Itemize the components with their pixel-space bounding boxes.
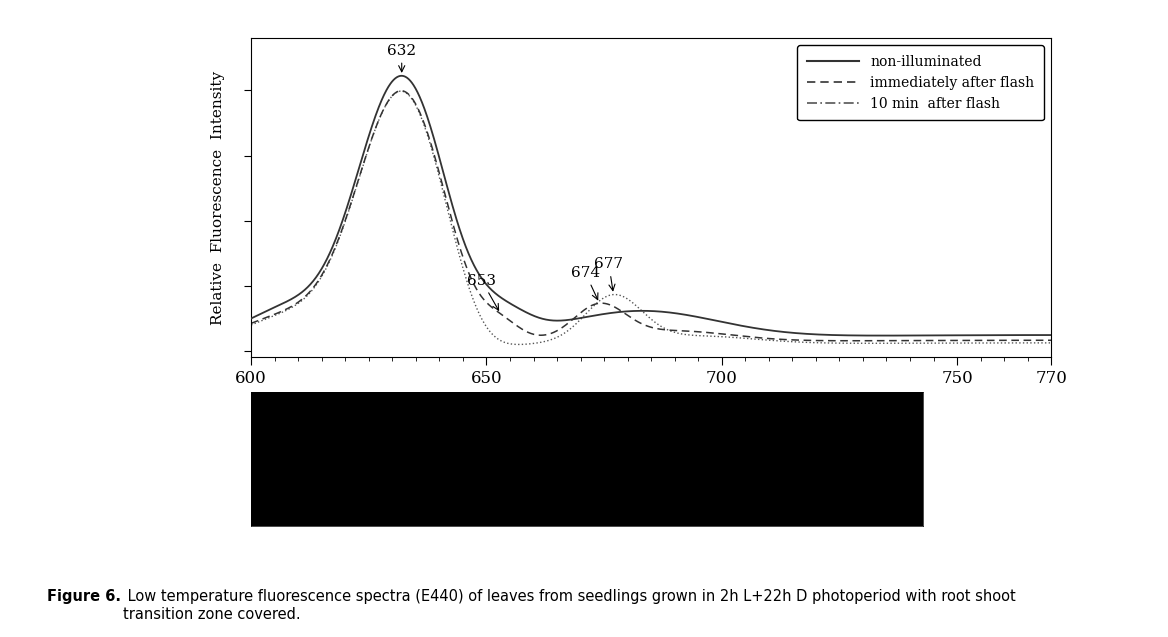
Text: 632: 632 <box>387 43 416 72</box>
Text: Low temperature fluorescence spectra (E440) of leaves from seedlings grown in 2h: Low temperature fluorescence spectra (E4… <box>123 589 1015 622</box>
Legend: non-illuminated, immediately after flash, 10 min  after flash: non-illuminated, immediately after flash… <box>797 45 1044 120</box>
Text: 677: 677 <box>595 257 624 290</box>
X-axis label: Emission Wavelength  (nm): Emission Wavelength (nm) <box>513 398 790 416</box>
Text: 653: 653 <box>467 274 499 310</box>
Y-axis label: Relative  Fluorescence  Intensity: Relative Fluorescence Intensity <box>211 71 225 324</box>
Text: 674: 674 <box>571 266 600 299</box>
Text: Figure 6.: Figure 6. <box>47 589 120 605</box>
